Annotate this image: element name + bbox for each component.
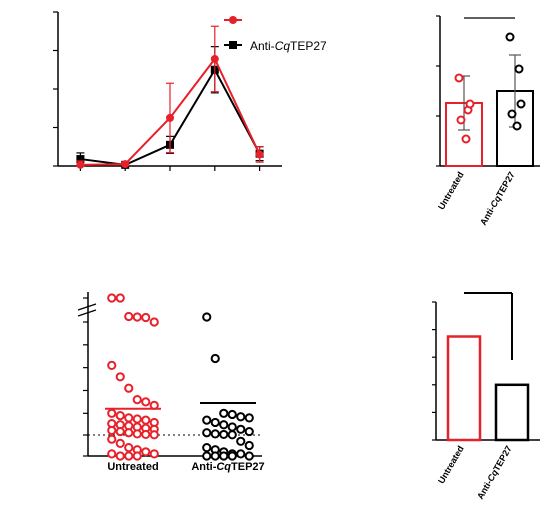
data-point	[514, 64, 524, 74]
legend-marker	[229, 41, 237, 49]
data-point	[76, 155, 85, 164]
data-point	[210, 451, 220, 461]
data-point	[115, 426, 125, 437]
data-point	[132, 395, 142, 405]
panel-a: Anti-CqTEP27	[53, 11, 327, 171]
data-point	[107, 293, 117, 303]
data-point	[76, 160, 85, 169]
data-point	[210, 429, 220, 439]
data-point	[132, 451, 142, 461]
x-tick-label: Untreated	[436, 444, 466, 485]
data-point	[202, 415, 212, 425]
data-point	[124, 443, 134, 453]
panel-c: Untreated Anti-CqTEP27	[77, 292, 265, 473]
data-point	[219, 429, 229, 440]
data-point	[255, 150, 264, 159]
x-tick-label: Untreated	[436, 170, 466, 211]
data-point	[507, 109, 517, 119]
data-point	[227, 422, 237, 432]
data-point	[202, 312, 212, 322]
data-point	[149, 449, 159, 459]
data-point	[141, 447, 151, 457]
bar	[446, 335, 482, 442]
data-point	[149, 430, 159, 440]
data-point	[132, 312, 142, 322]
data-point	[107, 449, 117, 459]
x-tick-label: Anti-CqTEP27	[478, 170, 517, 227]
data-point	[210, 417, 220, 428]
data-point	[132, 414, 142, 424]
data-point	[115, 372, 125, 382]
data-point	[219, 420, 229, 430]
data-point	[124, 451, 134, 461]
data-point	[236, 424, 246, 434]
data-point	[124, 383, 134, 393]
data-point	[107, 434, 117, 444]
data-point	[149, 317, 159, 327]
bar	[494, 383, 530, 442]
data-point	[227, 430, 237, 440]
data-point	[227, 451, 237, 461]
axis-break	[77, 309, 97, 317]
data-point	[210, 54, 219, 63]
data-point	[141, 397, 151, 407]
data-point	[456, 115, 466, 125]
panel-b: Untreated Anti-CqTEP27	[436, 15, 540, 227]
data-point	[115, 438, 125, 448]
data-point	[244, 426, 254, 437]
data-point	[461, 134, 471, 144]
legend-marker	[229, 16, 237, 24]
data-point	[236, 436, 246, 446]
data-point	[141, 429, 151, 440]
data-point	[124, 428, 134, 438]
data-point	[505, 32, 515, 42]
data-point	[512, 121, 522, 131]
data-point	[244, 413, 254, 423]
data-point	[115, 293, 125, 303]
data-point	[115, 410, 125, 421]
axis-break	[77, 303, 97, 311]
data-point	[236, 412, 246, 422]
data-point	[236, 449, 246, 459]
x-tick-label: Untreated	[107, 461, 158, 473]
data-point	[227, 409, 237, 420]
data-point	[166, 113, 174, 122]
legend-label-anti-cqtep27: Anti-CqTEP27	[250, 39, 327, 53]
data-point	[141, 312, 151, 323]
data-point	[210, 353, 220, 364]
data-point	[219, 451, 229, 461]
data-point	[244, 451, 254, 461]
data-point	[121, 160, 130, 169]
data-point	[107, 360, 117, 370]
data-point	[219, 408, 229, 418]
data-point	[124, 311, 134, 322]
data-point	[107, 408, 117, 418]
data-point	[202, 428, 212, 438]
x-tick-label: Anti-CqTEP27	[191, 461, 264, 473]
data-point	[244, 440, 254, 451]
data-point	[107, 425, 117, 436]
x-tick-label: Anti-CqTEP27	[475, 444, 514, 501]
data-point	[454, 73, 464, 83]
data-point	[516, 99, 526, 109]
data-point	[132, 429, 142, 439]
data-point	[202, 451, 212, 461]
data-point	[141, 415, 151, 425]
data-point	[124, 413, 134, 423]
data-point	[465, 99, 475, 109]
data-point	[202, 443, 212, 453]
data-point	[115, 451, 125, 461]
panel-d: Untreated Anti-CqTEP27	[432, 292, 540, 501]
